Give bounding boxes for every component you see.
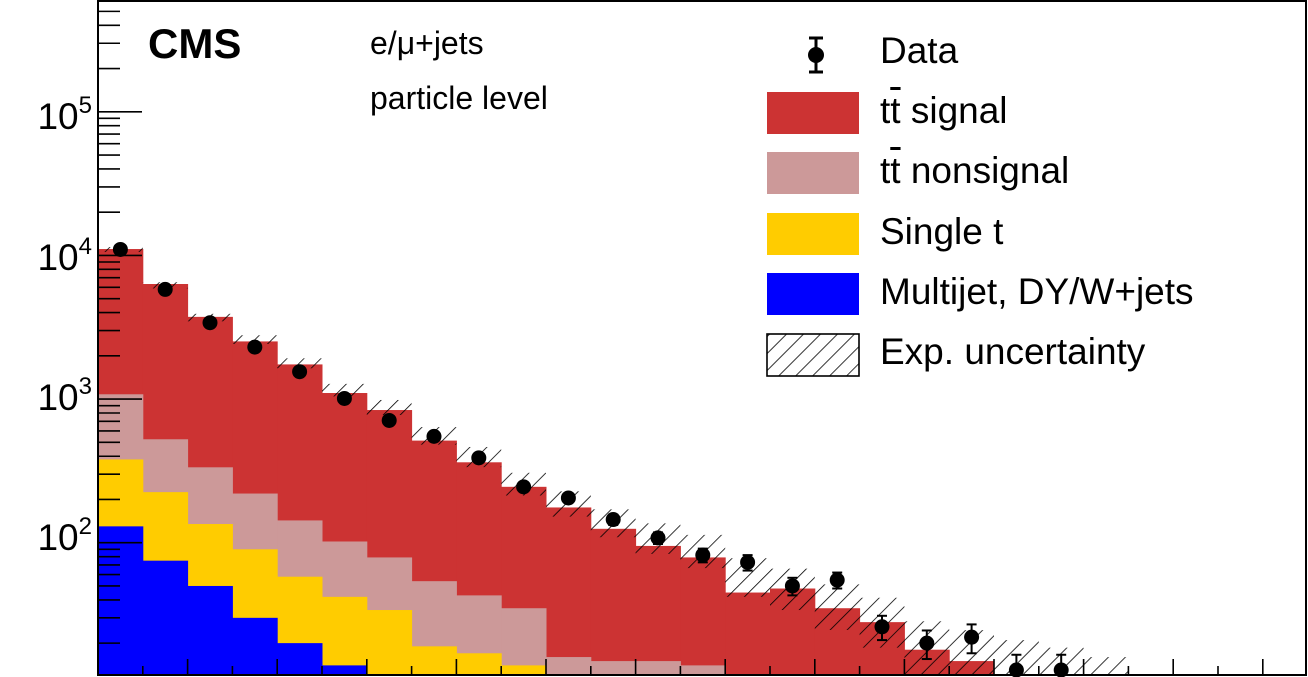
legend-swatch-uncertainty — [766, 333, 860, 377]
bar-single_t-7 — [411, 646, 457, 675]
experiment-label: CMS — [148, 20, 242, 67]
data-points — [112, 241, 1069, 677]
bar-ttbar_nonsignal-12 — [635, 661, 681, 675]
legend-label-data: Data — [880, 30, 959, 71]
data-marker-14 — [740, 554, 756, 570]
data-marker-19 — [964, 629, 980, 645]
uncertainty-band-bin-4 — [277, 358, 322, 369]
data-marker-4 — [292, 364, 308, 380]
uncertainty-band-bin-16 — [814, 584, 860, 630]
bar-multijet-2 — [187, 585, 233, 675]
data-marker-1 — [157, 281, 173, 297]
bar-single_t-8 — [456, 653, 502, 675]
bar-ttbar_nonsignal-11 — [590, 661, 637, 675]
data-point-14 — [740, 554, 756, 572]
data-marker-13 — [695, 547, 711, 563]
legend-label-uncertainty: Exp. uncertainty — [880, 331, 1146, 372]
bar-multijet-1 — [142, 560, 189, 675]
data-marker-0 — [112, 241, 128, 257]
y-tick-label-1000: 103 — [37, 373, 92, 418]
plot-frame — [97, 0, 1307, 676]
data-point-10 — [560, 490, 576, 506]
data-point-5 — [336, 390, 352, 406]
legend-markers — [766, 36, 860, 377]
data-point-16 — [829, 571, 845, 590]
data-point-0 — [112, 241, 128, 257]
data-point-19 — [964, 623, 980, 655]
data-point-3 — [247, 339, 263, 355]
bar-multijet-4 — [277, 643, 323, 675]
data-point-6 — [381, 412, 397, 428]
data-marker-8 — [471, 450, 487, 466]
data-point-11 — [605, 512, 621, 528]
bar-single_t-6 — [366, 610, 413, 675]
legend-label-ttbar-signal: tt signal — [880, 90, 1008, 131]
data-marker-18 — [919, 635, 935, 651]
data-marker-10 — [560, 490, 576, 506]
data-marker-16 — [829, 572, 845, 588]
bar-ttbar_signal-11 — [590, 528, 637, 675]
data-marker-15 — [784, 578, 800, 594]
data-point-1 — [157, 281, 173, 297]
data-marker-5 — [336, 390, 352, 406]
histogram-bars — [98, 249, 995, 675]
y-tick-label-100: 102 — [37, 513, 92, 558]
data-marker-3 — [247, 339, 263, 355]
data-point-7 — [426, 428, 442, 444]
plot-frame-border — [97, 0, 1307, 676]
data-point-2 — [202, 315, 218, 331]
legend-label-single-t: Single t — [880, 211, 1004, 252]
bar-ttbar_nonsignal-13 — [680, 665, 726, 675]
data-point-13 — [695, 547, 711, 564]
data-point-12 — [650, 530, 666, 546]
y-tick-label-100000: 105 — [37, 92, 92, 137]
legend-swatch-ttbar_signal — [767, 92, 859, 134]
annotation-level: particle level — [370, 80, 548, 116]
data-point-4 — [292, 364, 308, 380]
y-tick-label-10000: 104 — [37, 233, 92, 278]
uncertainty-band-bin-22 — [1083, 657, 1129, 675]
bar-ttbar_signal-10 — [546, 507, 592, 675]
data-marker-20 — [1008, 662, 1024, 677]
uncertainty-band-bin-5 — [322, 383, 367, 397]
bar-ttbar_nonsignal-10 — [546, 657, 592, 675]
legend-swatch-single_t — [767, 213, 859, 255]
bar-multijet-5 — [322, 665, 368, 675]
data-marker-9 — [516, 479, 532, 495]
legend-label-ttbar-nonsignal: tt nonsignal — [880, 150, 1070, 191]
data-marker-7 — [426, 428, 442, 444]
data-point-9 — [516, 479, 532, 495]
bar-ttbar_signal-13 — [680, 557, 726, 675]
bar-multijet-3 — [232, 617, 278, 675]
uncertainty-band-bin-6 — [366, 399, 412, 416]
data-marker-21 — [1053, 662, 1069, 677]
legend-swatch-ttbar_nonsignal — [767, 152, 859, 194]
bar-single_t-5 — [322, 596, 368, 675]
data-marker-2 — [202, 315, 218, 331]
data-point-15 — [784, 576, 800, 597]
bar-single_t-9 — [501, 665, 547, 675]
data-marker-6 — [381, 412, 397, 428]
legend-data-marker — [808, 47, 824, 63]
data-point-18 — [919, 629, 935, 661]
data-marker-17 — [874, 619, 890, 635]
data-point-17 — [874, 614, 890, 642]
legend-label-multijet: Multijet, DY/W+jets — [880, 271, 1194, 312]
bar-ttbar_signal-12 — [635, 545, 681, 675]
data-marker-12 — [650, 530, 666, 546]
annotation-channel: e/μ+jets — [370, 25, 484, 61]
bar-ttbar_nonsignal-9 — [501, 608, 547, 675]
legend-swatch-multijet — [767, 273, 859, 315]
data-point-8 — [471, 450, 487, 466]
bar-ttbar_signal-14 — [725, 592, 771, 675]
data-marker-11 — [605, 512, 621, 528]
